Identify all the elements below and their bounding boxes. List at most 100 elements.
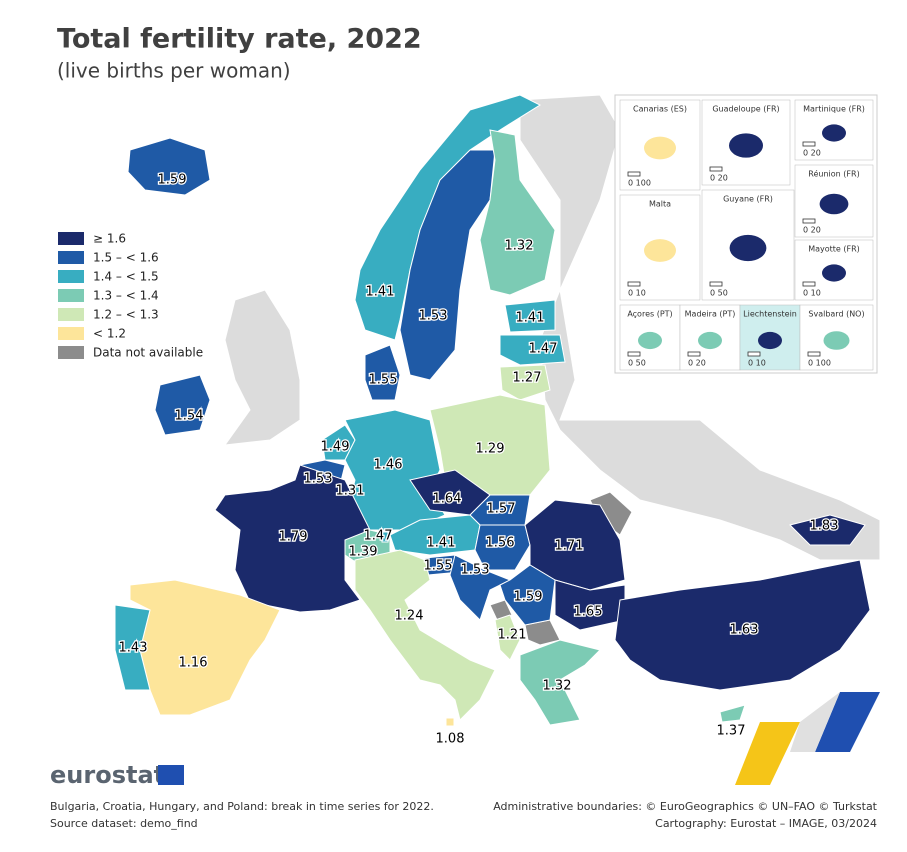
value-label: 1.83 <box>810 519 839 534</box>
scale-label: 0 100 <box>628 179 651 188</box>
region <box>494 614 521 661</box>
decor <box>815 692 880 752</box>
inset-name: Canarias (ES) <box>633 105 687 114</box>
scale-label: 0 100 <box>808 359 831 368</box>
inset-land <box>644 136 676 160</box>
value-label: 1.64 <box>433 492 462 507</box>
region <box>154 374 211 436</box>
region <box>445 717 455 727</box>
legend-swatch <box>58 346 84 359</box>
inset-land <box>822 264 846 282</box>
value-label: 1.53 <box>304 472 333 487</box>
scale-bar <box>627 171 641 177</box>
scale-label: 0 20 <box>688 359 706 368</box>
credits: Cartography: Eurostat – IMAGE, 03/2024 <box>655 817 877 830</box>
region <box>449 554 512 621</box>
scale-bar <box>802 141 816 147</box>
inset-name: Açores (PT) <box>627 310 672 319</box>
value-label: 1.71 <box>555 539 584 554</box>
region <box>524 499 626 591</box>
value-label: 1.32 <box>543 679 572 694</box>
region <box>364 344 401 401</box>
value-label: 1.32 <box>505 239 534 254</box>
scale-label: 0 10 <box>628 289 646 298</box>
region <box>479 129 556 296</box>
legend-label: < 1.2 <box>93 327 126 341</box>
inset-land <box>758 331 782 350</box>
scale-bar <box>709 166 723 172</box>
value-label: 1.53 <box>461 563 490 578</box>
legend: ≥ 1.6 1.5 – < 1.6 1.4 – < 1.5 1.3 – < 1.4 1.… <box>58 232 203 360</box>
inset-name: Liechtenstein <box>743 310 797 319</box>
value-label: 1.53 <box>419 309 448 324</box>
subtitle: (live births per woman) <box>57 59 291 83</box>
legend-label: 1.4 – < 1.5 <box>93 270 159 284</box>
value-label: 1.41 <box>427 536 456 551</box>
legend-label: ≥ 1.6 <box>93 232 126 246</box>
value-label: 1.57 <box>487 502 516 517</box>
value-label: 1.24 <box>395 609 424 624</box>
value-label: 1.29 <box>476 442 505 457</box>
value-label: 1.59 <box>514 590 543 605</box>
decor <box>790 692 840 752</box>
value-label: 1.65 <box>574 605 603 620</box>
region <box>499 564 556 626</box>
value-label: 1.46 <box>374 458 403 473</box>
value-label: 1.49 <box>321 440 350 455</box>
value-label: 1.47 <box>529 342 558 357</box>
legend-label: 1.3 – < 1.4 <box>93 289 159 303</box>
value-label: 1.08 <box>436 732 465 747</box>
inset-name: Guadeloupe (FR) <box>712 105 779 114</box>
inset-name: Mayotte (FR) <box>808 245 860 254</box>
legend-label: Data not available <box>93 346 203 360</box>
scale-label: 0 10 <box>803 289 821 298</box>
scale-label: 0 50 <box>628 359 646 368</box>
inset-land <box>644 239 676 262</box>
value-label: 1.41 <box>366 285 395 300</box>
region <box>354 549 496 721</box>
scale-label: 0 20 <box>803 149 821 158</box>
legend-swatch <box>58 232 84 245</box>
legend-swatch <box>58 327 84 340</box>
scale-bar <box>627 281 641 287</box>
logo-text: eurostat <box>50 761 165 789</box>
region <box>504 299 556 333</box>
scale-bar <box>802 281 816 287</box>
inset-name: Martinique (FR) <box>803 105 865 114</box>
region <box>614 559 871 691</box>
legend-swatch <box>58 289 84 302</box>
insets: Canarias (ES) 0 100 Guadeloupe (FR) 0 20 Mar… <box>619 99 874 371</box>
value-label: 1.39 <box>349 545 378 560</box>
value-label: 1.41 <box>516 311 545 326</box>
legend-swatch <box>58 251 84 264</box>
value-label: 1.31 <box>336 484 365 499</box>
inset-land <box>819 193 849 215</box>
regions <box>114 94 871 727</box>
value-label: 1.55 <box>424 559 453 574</box>
scale-label: 0 20 <box>803 226 821 235</box>
value-label: 1.21 <box>498 628 527 643</box>
value-label: 1.79 <box>279 530 308 545</box>
inset-name: Guyane (FR) <box>723 195 773 204</box>
region <box>519 639 601 726</box>
inset-name: Réunion (FR) <box>808 169 859 179</box>
inset-name: Malta <box>649 200 671 209</box>
source: Source dataset: demo_find <box>50 817 198 830</box>
value-label: 1.47 <box>364 529 393 544</box>
region <box>381 531 389 543</box>
value-label: 1.56 <box>486 536 515 551</box>
value-label: 1.54 <box>175 409 204 424</box>
inset-land <box>823 331 850 350</box>
inset-land <box>729 133 763 158</box>
legend-label: 1.5 – < 1.6 <box>93 251 159 265</box>
region <box>719 704 746 723</box>
scale-bar <box>802 218 816 224</box>
region <box>789 514 866 546</box>
scale-bar <box>747 351 761 357</box>
region <box>499 364 551 401</box>
region <box>114 604 151 691</box>
value-label: 1.59 <box>158 173 187 188</box>
eu-flag <box>158 765 184 785</box>
scale-bar <box>807 351 821 357</box>
